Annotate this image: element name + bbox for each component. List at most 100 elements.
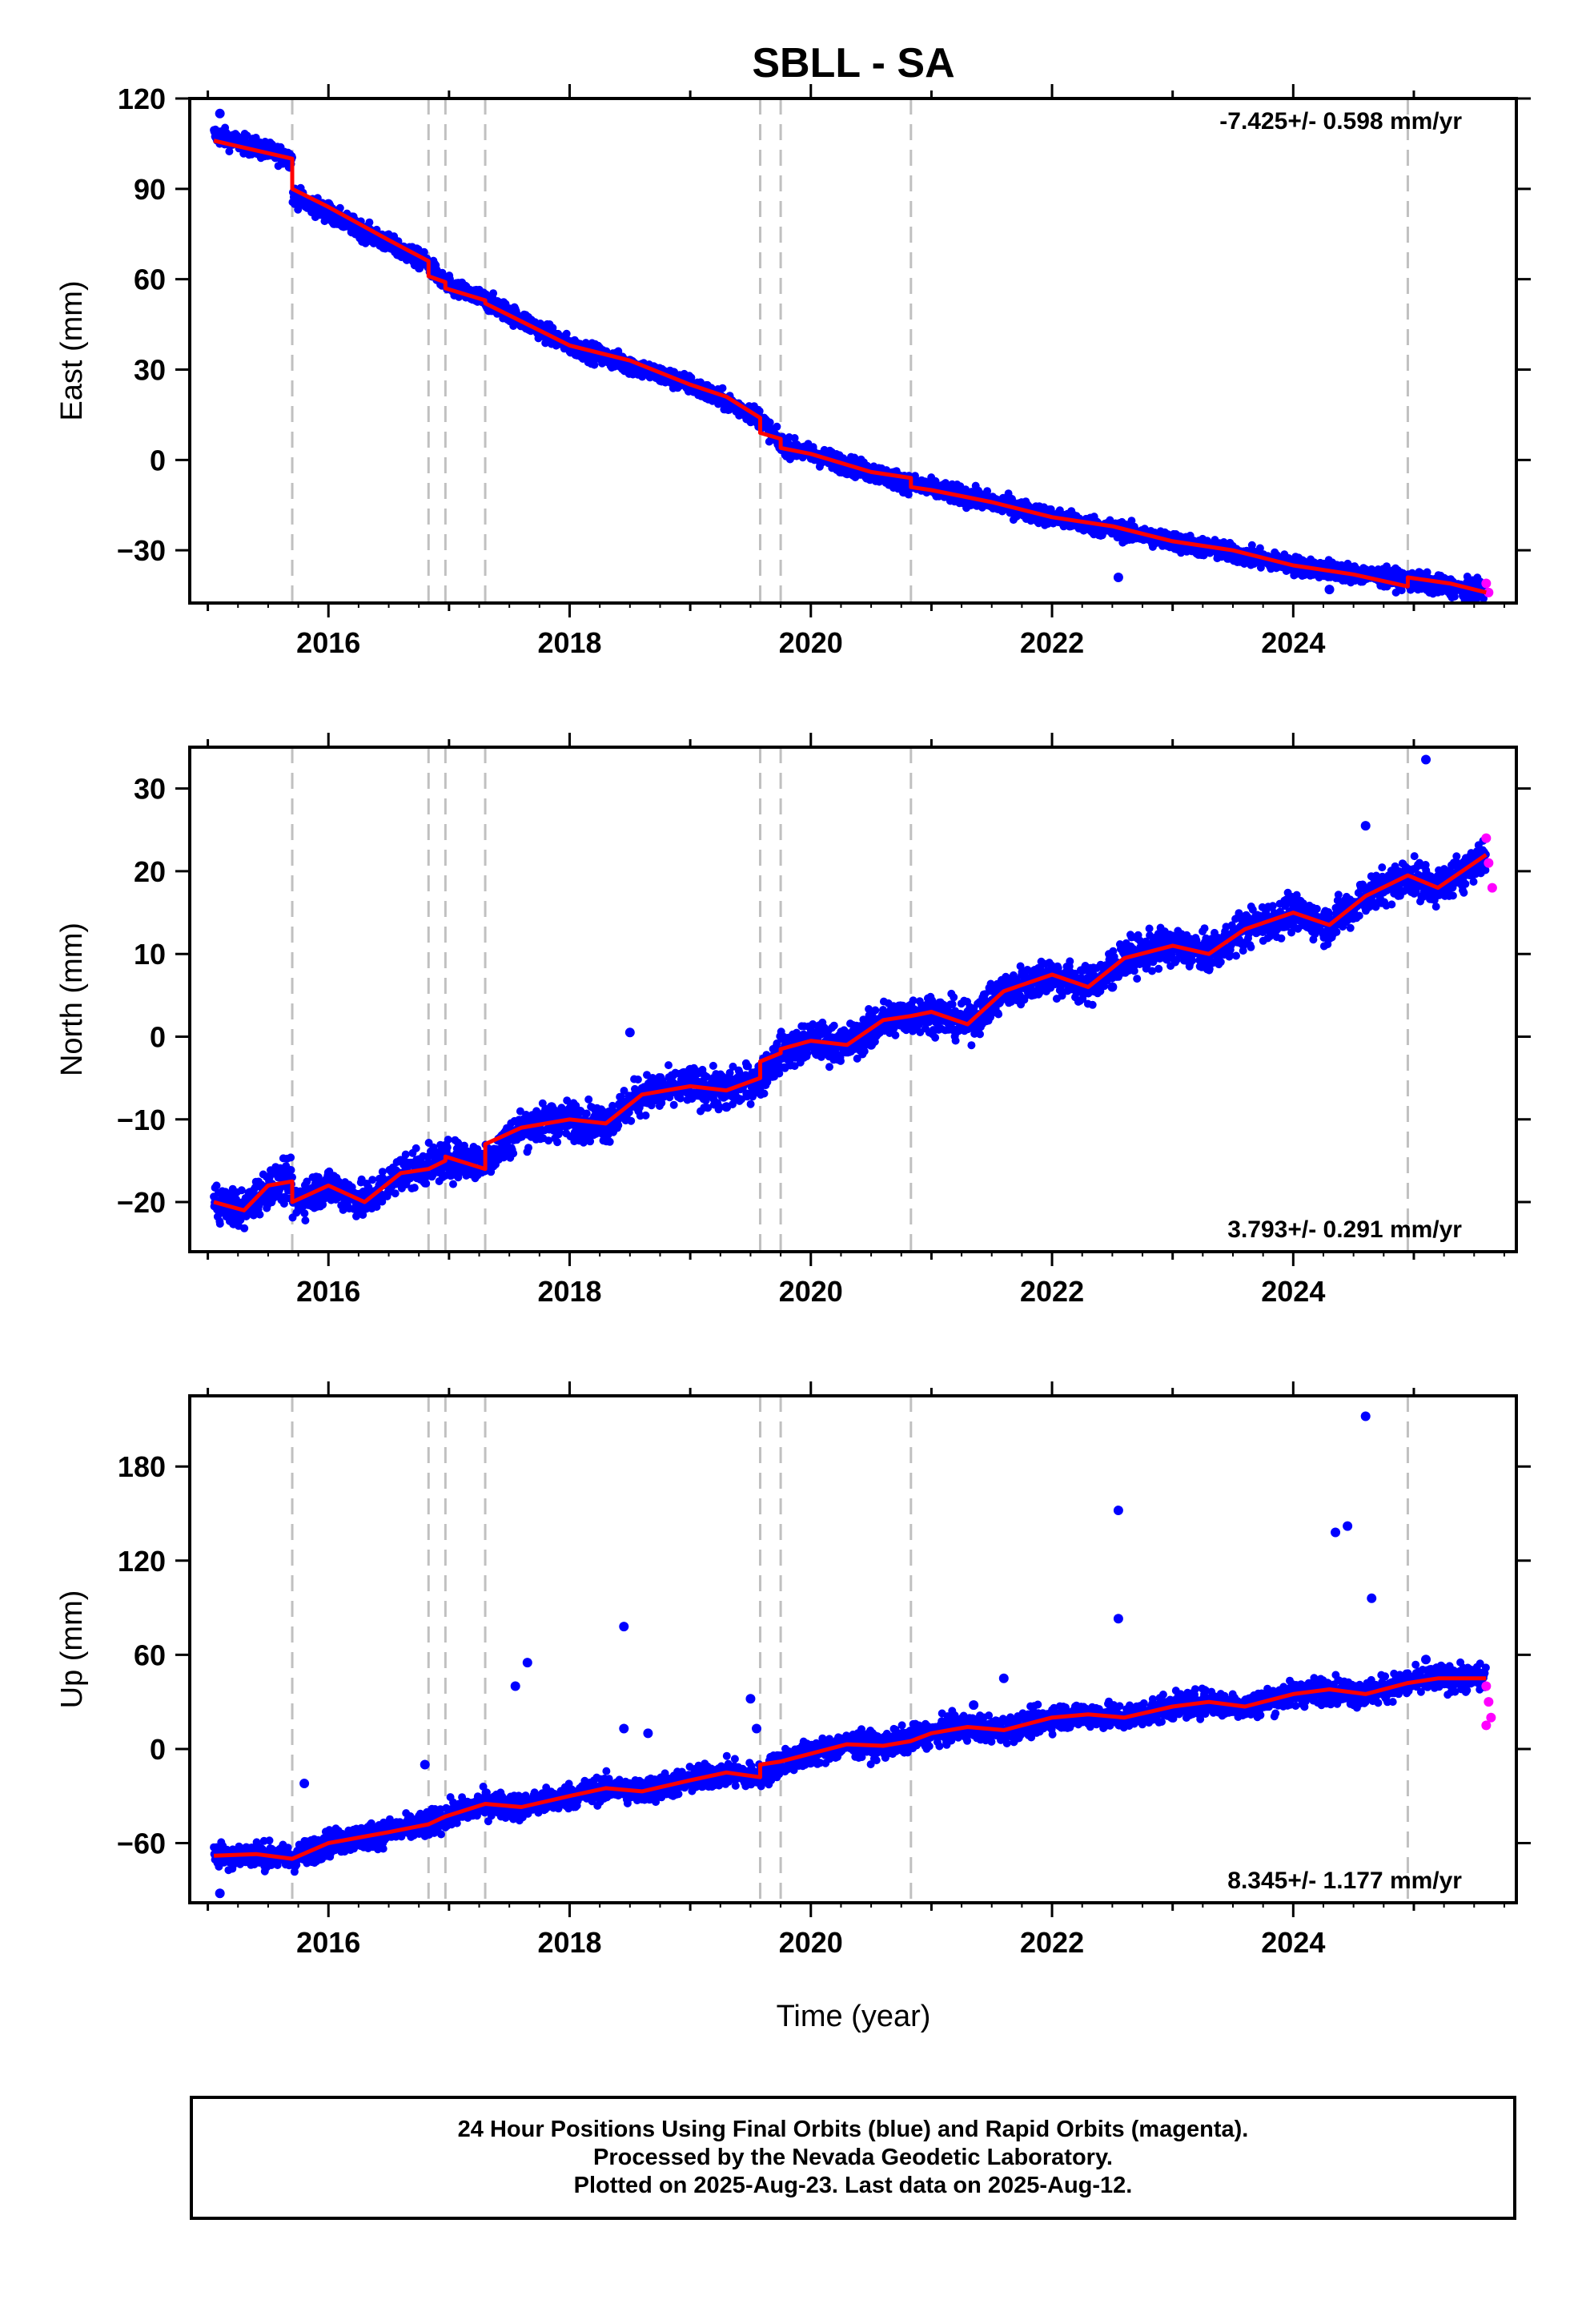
x-tick-label: 2020 (779, 1275, 843, 1308)
x-tick-label: 2016 (296, 1926, 360, 1959)
plot-frame (188, 1394, 1518, 1904)
final-orbit-point (516, 1131, 527, 1141)
final-orbit-point (510, 1681, 520, 1691)
final-orbit-point (1113, 1506, 1123, 1516)
final-orbit-point (1107, 982, 1118, 992)
rate-label: 8.345+/- 1.177 mm/yr (1227, 1868, 1462, 1894)
footer-line-3: Plotted on 2025-Aug-23. Last data on 202… (573, 2173, 1133, 2198)
panel-3: 2016 2018 2020 2022 2024 −60 0 60 120 180 Up (mm) 8… (55, 1381, 1531, 1959)
y-axis-label: North (mm) (55, 923, 89, 1076)
figure-title: SBLL - SA (752, 40, 954, 86)
panels: 2016 2018 2020 2022 2024 −30 0 30 60 90 120 East (m… (55, 82, 1531, 1959)
final-orbit-point (998, 1673, 1009, 1683)
y-tick-label: 120 (118, 1545, 166, 1578)
final-orbit-point (962, 1023, 973, 1034)
final-orbit-point (299, 1779, 310, 1789)
model-fit-line (214, 1676, 1487, 1861)
final-orbit-daily-points (210, 1658, 1490, 1876)
footer-line-2: Processed by the Nevada Geodetic Laborat… (593, 2145, 1113, 2170)
panel-1: 2016 2018 2020 2022 2024 −30 0 30 60 90 120 East (m… (55, 82, 1531, 659)
x-tick-label: 2018 (537, 1275, 601, 1308)
final-orbit-point (914, 1015, 925, 1025)
y-tick-label: 10 (134, 938, 166, 971)
final-orbit-point (1421, 754, 1431, 765)
x-tick-label: 2022 (1020, 1275, 1084, 1308)
y-tick-label: 120 (118, 82, 166, 115)
y-axis-label: East (mm) (55, 280, 89, 420)
final-orbit-point (227, 1213, 237, 1224)
final-orbit-point (624, 1027, 635, 1038)
rate-label: 3.793+/- 0.291 mm/yr (1227, 1216, 1462, 1243)
y-tick-label: −20 (117, 1186, 166, 1219)
final-orbit-point (1343, 1521, 1353, 1531)
final-orbit-point (745, 1694, 756, 1704)
model-fit-line (213, 139, 1487, 595)
final-orbit-point (215, 1888, 225, 1899)
final-orbit-point (969, 1700, 979, 1711)
x-tick-label: 2024 (1261, 1926, 1325, 1959)
final-orbit-point (522, 1658, 532, 1668)
final-orbit-point (619, 1622, 629, 1632)
x-tick-label: 2022 (1020, 1926, 1084, 1959)
x-tick-label: 2020 (779, 1926, 843, 1959)
final-orbit-point (1360, 821, 1371, 831)
final-orbit-point (504, 304, 515, 315)
y-tick-label: −30 (117, 534, 166, 567)
final-orbit-point (1331, 1527, 1341, 1538)
final-orbit-point (420, 1759, 430, 1770)
rapid-orbit-point (1484, 1697, 1494, 1707)
final-orbit-point (1264, 924, 1275, 935)
final-orbit-point (1367, 1593, 1377, 1603)
rapid-orbit-point (1486, 1712, 1496, 1723)
y-tick-label: 30 (134, 354, 166, 387)
final-orbit-point (1324, 585, 1335, 595)
x-tick-label: 2018 (537, 1926, 601, 1959)
final-orbit-point (619, 1723, 629, 1734)
final-orbit-point (721, 1102, 732, 1112)
final-orbit-daily-points (210, 123, 1490, 603)
final-orbit-point (215, 108, 225, 119)
final-orbit-point (1215, 949, 1226, 959)
final-orbit-point (685, 1064, 696, 1075)
plot-area (210, 747, 1497, 1252)
y-tick-label: 30 (134, 773, 166, 806)
rapid-orbit-point (1481, 578, 1492, 589)
panel-2: 2016 2018 2020 2022 2024 −20 −10 0 10 20 30 North (… (55, 733, 1531, 1308)
y-tick-label: 60 (134, 263, 166, 296)
final-orbit-point (1113, 1614, 1123, 1624)
final-orbit-point (1113, 573, 1123, 583)
plot-frame (188, 97, 1518, 605)
final-orbit-point (1360, 1411, 1371, 1421)
final-orbit-point (751, 1723, 761, 1734)
rapid-orbit-point (1481, 833, 1492, 843)
x-tick-label: 2024 (1261, 1275, 1325, 1308)
y-tick-label: 180 (118, 1450, 166, 1483)
y-axis-label: Up (mm) (55, 1590, 89, 1709)
model-fit-line (213, 853, 1488, 1212)
plot-area (210, 1396, 1496, 1903)
y-tick-label: 0 (150, 1733, 166, 1766)
y-tick-label: 90 (134, 173, 166, 206)
plot-area (210, 99, 1494, 603)
y-tick-label: −10 (117, 1104, 166, 1136)
rapid-orbit-point (1481, 1720, 1492, 1731)
x-tick-label: 2024 (1261, 626, 1325, 659)
rapid-orbit-point (1487, 883, 1497, 893)
final-orbit-point (396, 1156, 406, 1166)
footer-line-1: 24 Hour Positions Using Final Orbits (bl… (457, 2117, 1249, 2142)
x-tick-label: 2020 (779, 626, 843, 659)
y-tick-label: 0 (150, 444, 166, 476)
y-tick-label: 60 (134, 1638, 166, 1671)
final-orbit-point (769, 1056, 780, 1067)
rate-label: -7.425+/- 0.598 mm/yr (1219, 108, 1462, 135)
y-tick-label: 0 (150, 1020, 166, 1053)
x-axis-label: Time (year) (777, 2000, 931, 2033)
final-orbit-daily-points (210, 836, 1490, 1232)
footer-box: 24 Hour Positions Using Final Orbits (bl… (190, 2096, 1516, 2220)
x-tick-label: 2016 (296, 1275, 360, 1308)
final-orbit-point (263, 142, 273, 152)
x-tick-label: 2018 (537, 626, 601, 659)
x-tick-label: 2022 (1020, 626, 1084, 659)
final-orbit-point (546, 1102, 556, 1112)
final-orbit-point (275, 1164, 285, 1174)
